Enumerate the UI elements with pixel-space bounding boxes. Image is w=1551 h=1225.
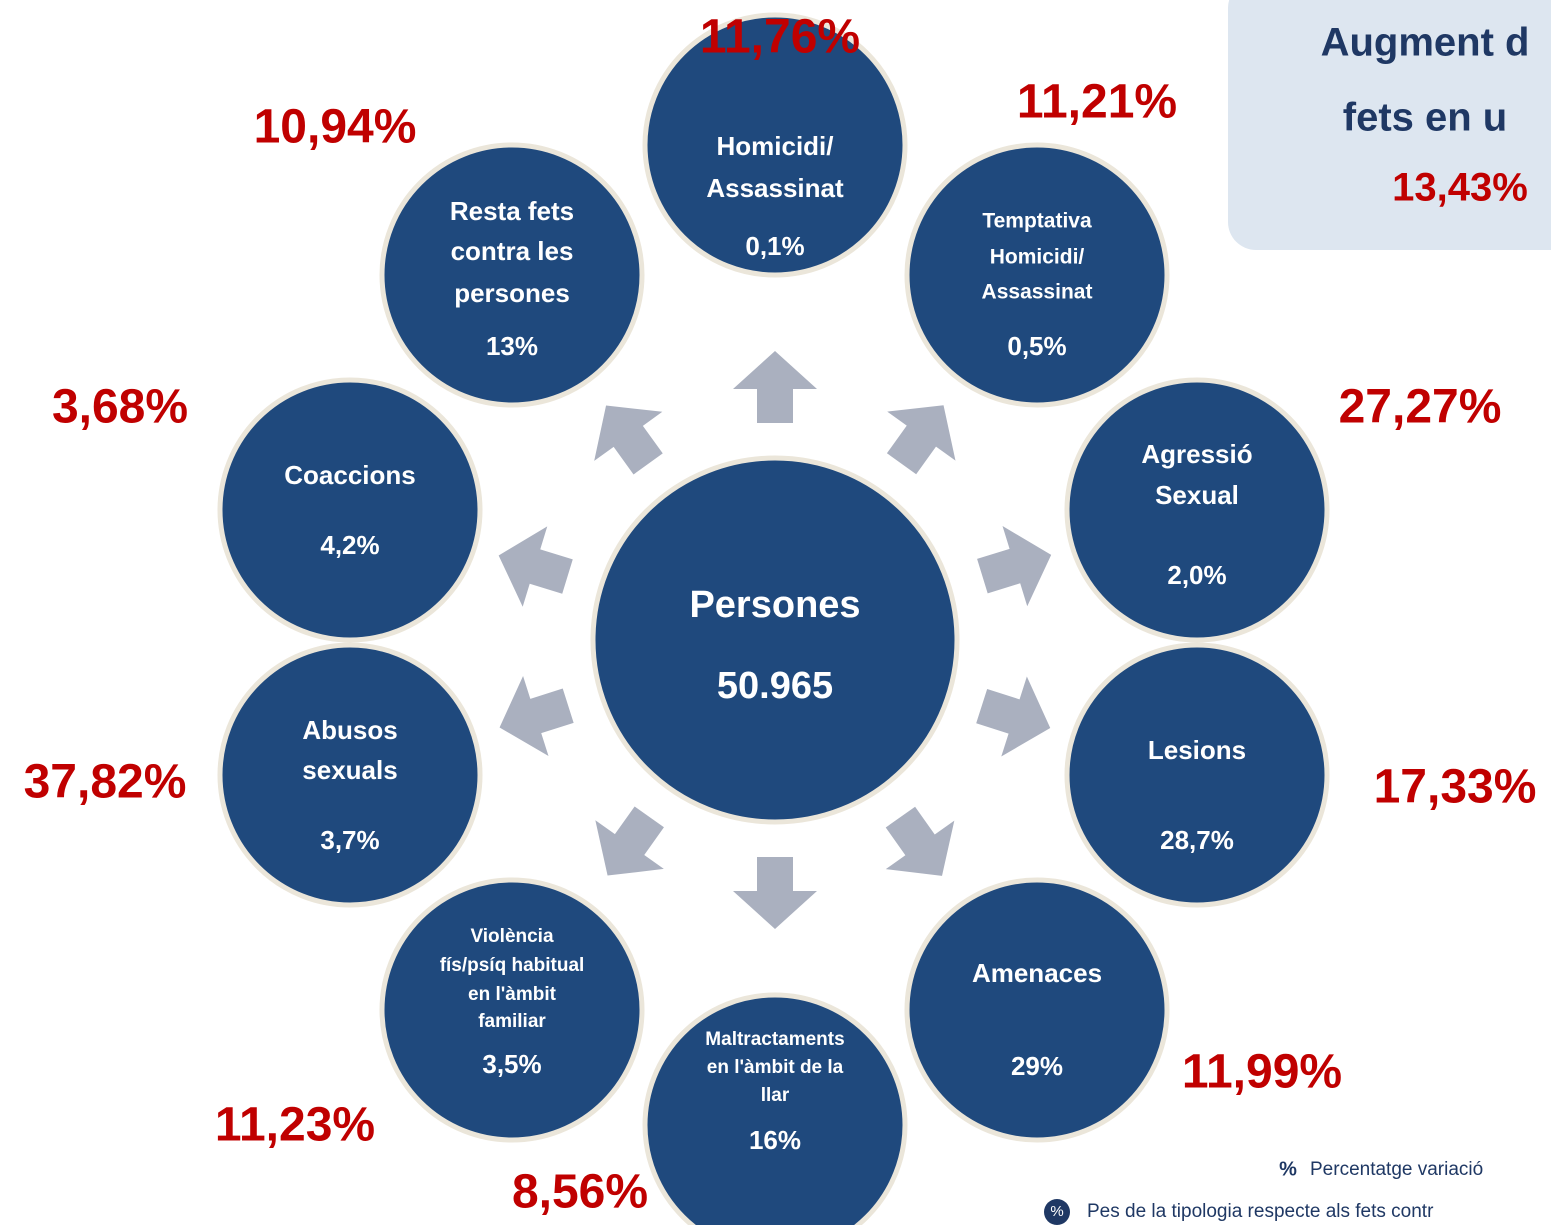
node-label: Resta fets (450, 196, 574, 226)
node-variation: 8,56% (512, 1166, 648, 1219)
node (904, 877, 1170, 1143)
node-variation: 11,99% (1182, 1046, 1342, 1099)
node-label: Agressió (1141, 439, 1252, 469)
node-variation: 3,68% (52, 381, 188, 434)
node-label: Temptativa (982, 210, 1092, 233)
node-label: familiar (478, 1011, 546, 1032)
node-variation: 11,76% (700, 11, 860, 64)
node-variation: 17,33% (1374, 761, 1537, 814)
node-label: persones (454, 278, 570, 308)
node-share: 3,7% (320, 825, 379, 855)
arrow (595, 806, 664, 876)
info-line: Augment d (1321, 21, 1530, 65)
node-variation: 10,94% (254, 101, 417, 154)
arrow (498, 526, 573, 607)
arrow (886, 405, 956, 475)
node (217, 377, 483, 643)
node (379, 877, 645, 1143)
legend-symbol: % (1279, 1158, 1297, 1180)
arrow (733, 857, 817, 929)
node-variation: 27,27% (1339, 381, 1502, 434)
node-label: Abusos (302, 715, 397, 745)
node-label: fís/psíq habitual (440, 955, 585, 976)
node-variation: 11,23% (215, 1099, 375, 1152)
node (379, 142, 645, 408)
node-share: 13% (486, 331, 538, 361)
node-share: 4,2% (320, 530, 379, 560)
arrow (976, 676, 1051, 757)
node-label: Homicidi/ (990, 246, 1085, 269)
node (904, 142, 1170, 408)
node-label: Amenaces (972, 958, 1102, 988)
node (1064, 642, 1330, 908)
node-label: Sexual (1155, 480, 1239, 510)
info-box (1228, 0, 1551, 250)
node-label: llar (761, 1085, 790, 1106)
node-label: Violència (470, 926, 554, 947)
node-label: Coaccions (284, 460, 416, 490)
legend-text: Pes de la tipologia respecte als fets co… (1087, 1201, 1434, 1222)
node-label: Lesions (1148, 735, 1246, 765)
node (1064, 377, 1330, 643)
node-label: Homicidi/ (716, 131, 833, 161)
node-variation: 37,82% (24, 756, 187, 809)
info-line: fets en u (1343, 96, 1507, 140)
node (217, 642, 483, 908)
node (642, 992, 908, 1225)
node-label: en l'àmbit de la (707, 1057, 844, 1078)
node-label: en l'àmbit (468, 984, 557, 1005)
node-share: 28,7% (1160, 825, 1234, 855)
arrow (885, 806, 955, 876)
center-value: 50.965 (717, 665, 833, 707)
node-share: 2,0% (1167, 560, 1226, 590)
node-label: contra les (451, 236, 574, 266)
center-label: Persones (689, 584, 860, 626)
node-label: Assassinat (982, 281, 1093, 304)
node-variation: 11,21% (1017, 76, 1177, 129)
arrow (499, 675, 574, 757)
node-share: 0,5% (1007, 331, 1066, 361)
node (642, 12, 908, 278)
node-label: sexuals (302, 755, 397, 785)
legend-symbol: % (1050, 1203, 1063, 1220)
node-label: Assassinat (706, 173, 844, 203)
legend-badge (1044, 1199, 1070, 1225)
legend-text: Percentatge variació (1310, 1159, 1483, 1180)
node-share: 0,1% (745, 231, 804, 261)
arrow (977, 525, 1052, 607)
center-node (590, 455, 960, 825)
node-share: 29% (1011, 1051, 1063, 1081)
node-share: 3,5% (482, 1049, 541, 1079)
arrow (733, 351, 817, 423)
node-label: Maltractaments (705, 1029, 844, 1050)
arrow (594, 405, 663, 475)
node-share: 16% (749, 1125, 801, 1155)
info-value: 13,43% (1392, 166, 1528, 210)
